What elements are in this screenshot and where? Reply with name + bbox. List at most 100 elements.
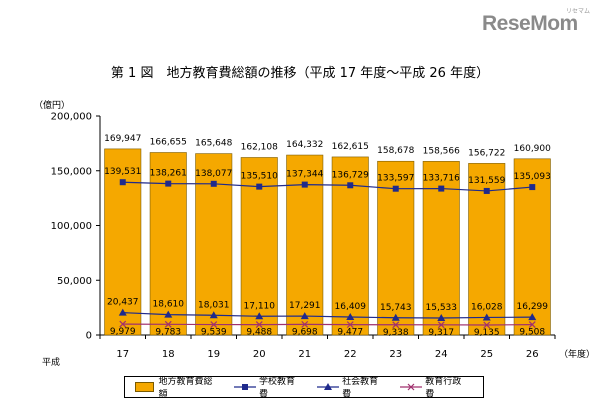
bar-value-label: 169,947 [104, 134, 141, 144]
point-value-label: 139,531 [104, 167, 141, 177]
point-marker-triangle [300, 312, 309, 320]
point-value-label: 135,093 [514, 172, 551, 182]
point-marker-square [392, 185, 399, 192]
bar-value-label: 156,722 [468, 148, 505, 158]
bar-value-label: 158,678 [377, 146, 414, 156]
x-tick-label: 25 [480, 349, 493, 360]
legend-swatch-triangle-line [316, 382, 339, 392]
point-value-label: 9,979 [110, 327, 136, 337]
point-marker-triangle [164, 310, 173, 318]
point-value-label: 16,299 [517, 302, 549, 312]
resemom-logo: ReseMom リセマム [482, 6, 592, 40]
legend-item-total: 地方教育費総額 [135, 374, 220, 400]
legend-label-total: 地方教育費総額 [158, 377, 213, 400]
legend-item-admin: 教育行政費 [399, 374, 469, 400]
legend-label-school: 学校教育費 [259, 377, 296, 400]
series-line [122, 181, 533, 192]
legend-item-social: 社会教育費 [316, 374, 386, 400]
bar-value-label: 158,566 [423, 146, 460, 156]
point-value-label: 18,610 [153, 300, 185, 310]
point-value-label: 9,135 [474, 328, 500, 338]
y-tick-label: 200,000 [51, 112, 92, 123]
point-marker-triangle [528, 313, 537, 321]
logo-text: ReseMom [482, 12, 578, 35]
point-value-label: 20,437 [107, 298, 139, 308]
point-marker-x [301, 320, 309, 328]
point-value-label: 17,110 [244, 301, 276, 311]
x-tick-label: 21 [298, 349, 311, 360]
legend-swatch-x-line [399, 382, 422, 392]
point-marker-triangle [437, 313, 446, 321]
point-value-label: 131,559 [468, 176, 505, 186]
point-value-label: 133,597 [377, 174, 414, 184]
y-tick-label: 100,000 [51, 221, 92, 232]
point-marker-square [301, 181, 308, 188]
point-marker-triangle [482, 313, 491, 321]
point-value-label: 9,338 [383, 328, 409, 338]
y-tick-label: 0 [86, 331, 92, 342]
point-marker-square [438, 185, 445, 192]
point-marker-square [119, 179, 126, 186]
bar [240, 157, 278, 336]
x-tick-label: 26 [526, 349, 539, 360]
point-marker-x [346, 321, 354, 329]
bar-value-label: 164,332 [286, 140, 323, 150]
point-marker-x [119, 320, 127, 328]
point-value-label: 17,291 [289, 301, 321, 311]
point-value-label: 9,698 [292, 327, 318, 337]
point-value-label: 9,488 [246, 328, 272, 338]
point-value-label: 138,077 [195, 169, 232, 179]
x-tick-label: 23 [389, 349, 402, 360]
bar-value-label: 166,655 [150, 138, 187, 148]
x-tick-label: 17 [116, 349, 129, 360]
x-tick-label: 24 [435, 349, 448, 360]
series-line [122, 323, 533, 326]
bar-value-label: 160,900 [514, 144, 551, 154]
point-marker-triangle [255, 312, 264, 320]
y-tick-label: 50,000 [57, 276, 92, 287]
point-marker-x [528, 321, 536, 329]
legend-label-admin: 教育行政費 [425, 377, 462, 400]
point-value-label: 138,261 [150, 169, 187, 179]
point-marker-square [347, 182, 354, 189]
point-value-label: 9,317 [428, 328, 454, 338]
x-tick-label: 19 [207, 349, 220, 360]
point-marker-x [437, 321, 445, 329]
point-marker-x [210, 321, 218, 328]
point-marker-triangle [209, 311, 218, 319]
x-prefix-label: 平成 [42, 356, 60, 368]
bar-value-label: 165,648 [195, 139, 232, 149]
point-value-label: 137,344 [286, 170, 323, 180]
point-value-label: 136,729 [332, 170, 369, 180]
point-marker-x [255, 321, 263, 329]
x-tick-label: 20 [253, 349, 266, 360]
y-unit-label: （億円） [34, 99, 70, 111]
point-marker-triangle [346, 313, 355, 321]
x-tick-label: 22 [344, 349, 357, 360]
point-value-label: 9,508 [519, 328, 545, 338]
point-value-label: 135,510 [241, 172, 278, 182]
point-marker-triangle [391, 313, 400, 321]
series-line [122, 312, 533, 319]
point-value-label: 16,028 [471, 302, 503, 312]
bar-value-label: 162,615 [332, 142, 369, 152]
legend-swatch-square-line [233, 382, 256, 392]
legend-label-social: 社会教育費 [342, 377, 379, 400]
point-value-label: 18,031 [198, 300, 230, 310]
point-value-label: 133,716 [423, 174, 460, 184]
point-marker-x [392, 321, 400, 329]
legend-item-school: 学校教育費 [233, 374, 303, 400]
point-marker-square [165, 180, 172, 187]
point-value-label: 9,539 [201, 328, 227, 338]
x-unit-label: （年度） [559, 348, 595, 360]
point-marker-square [256, 183, 263, 190]
point-value-label: 9,477 [337, 328, 363, 338]
point-marker-square [210, 180, 217, 187]
x-tick-label: 18 [162, 349, 175, 360]
legend-swatch-bar [135, 382, 155, 392]
point-marker-x [164, 320, 172, 328]
chart-legend: 地方教育費総額 学校教育費 社会教育費 教育行政費 [124, 374, 484, 400]
point-marker-x [483, 321, 491, 329]
point-marker-triangle [118, 308, 127, 316]
